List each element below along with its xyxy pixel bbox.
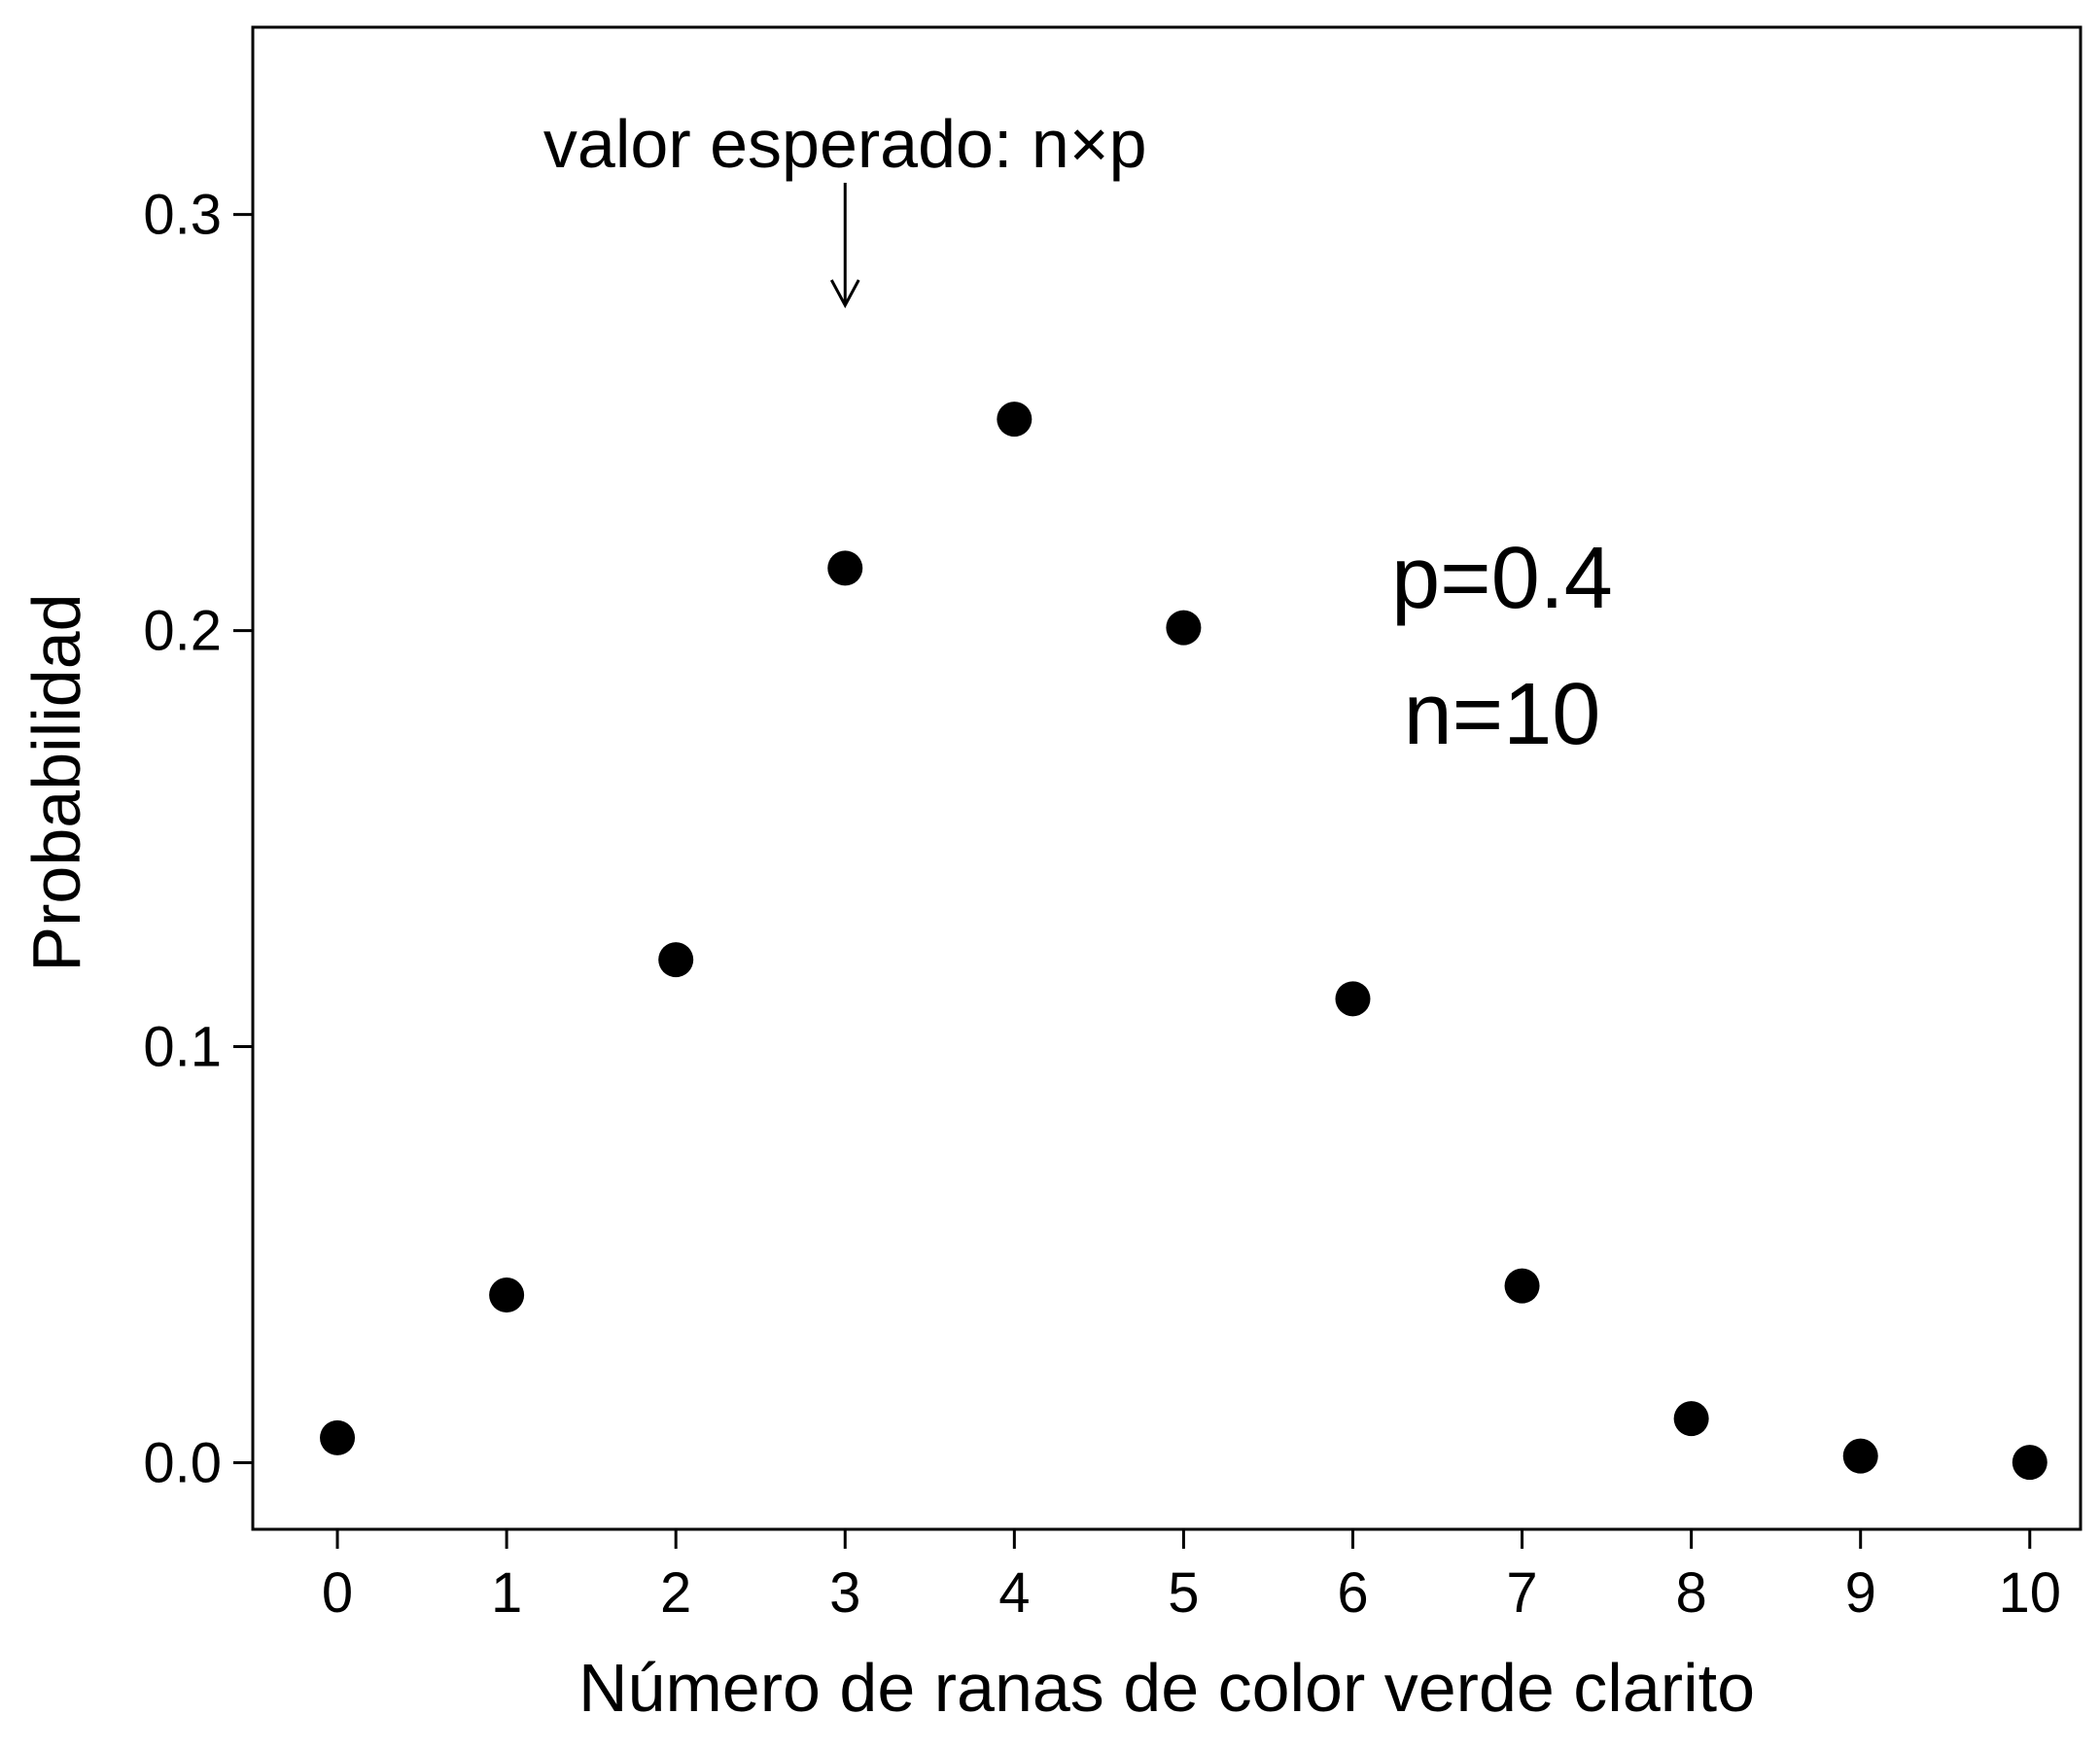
y-tick-label-2: 0.2 bbox=[143, 600, 222, 663]
y-tick-label-1: 0.1 bbox=[143, 1016, 222, 1079]
data-point-5 bbox=[1166, 610, 1202, 646]
data-point-8 bbox=[1673, 1401, 1709, 1437]
x-tick-label-10: 10 bbox=[1999, 1561, 2062, 1625]
x-tick-label-7: 7 bbox=[1506, 1561, 1537, 1625]
y-axis: 0.0 0.1 0.2 0.3 bbox=[143, 184, 253, 1495]
expected-value-arrow-head bbox=[829, 279, 860, 309]
y-tick-label-0: 0.0 bbox=[143, 1432, 222, 1495]
x-tick-label-0: 0 bbox=[322, 1561, 353, 1625]
data-points bbox=[320, 402, 2048, 1481]
x-axis-title: Número de ranas de color verde clarito bbox=[578, 1650, 1755, 1726]
x-tick-label-8: 8 bbox=[1675, 1561, 1706, 1625]
y-axis-title: Probabilidad bbox=[18, 593, 94, 971]
data-point-6 bbox=[1335, 981, 1371, 1017]
param-n: n=10 bbox=[1404, 666, 1601, 763]
x-tick-label-5: 5 bbox=[1168, 1561, 1199, 1625]
x-tick-label-4: 4 bbox=[998, 1561, 1030, 1625]
y-tick-label-3: 0.3 bbox=[143, 184, 222, 247]
data-point-2 bbox=[658, 942, 694, 978]
x-tick-label-6: 6 bbox=[1337, 1561, 1368, 1625]
x-tick-label-1: 1 bbox=[491, 1561, 522, 1625]
data-point-3 bbox=[827, 550, 863, 586]
data-point-1 bbox=[489, 1278, 525, 1313]
data-point-7 bbox=[1504, 1268, 1540, 1304]
x-tick-label-9: 9 bbox=[1845, 1561, 1876, 1625]
data-point-0 bbox=[320, 1419, 356, 1455]
expected-value-annotation: valor esperado: n×p bbox=[543, 106, 1147, 309]
plot-frame bbox=[251, 25, 2082, 1531]
expected-value-label: valor esperado: n×p bbox=[543, 106, 1147, 182]
x-axis: 0 1 2 3 4 5 6 7 8 9 10 bbox=[322, 1529, 2061, 1625]
data-point-10 bbox=[2012, 1445, 2048, 1481]
data-point-4 bbox=[997, 402, 1032, 438]
x-tick-label-3: 3 bbox=[829, 1561, 860, 1625]
param-p: p=0.4 bbox=[1391, 530, 1613, 627]
data-point-9 bbox=[1842, 1438, 1878, 1474]
x-tick-label-2: 2 bbox=[660, 1561, 691, 1625]
